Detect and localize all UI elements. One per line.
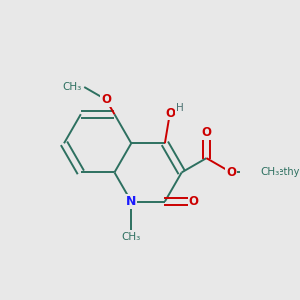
Text: methyl: methyl <box>268 167 300 177</box>
Text: H: H <box>176 103 183 113</box>
Text: O: O <box>165 106 175 119</box>
Text: O: O <box>226 166 236 179</box>
Text: CH₃: CH₃ <box>260 167 280 177</box>
Text: O: O <box>101 93 111 106</box>
Text: O: O <box>188 195 198 208</box>
Text: CH₃: CH₃ <box>122 232 141 242</box>
Text: N: N <box>126 195 136 208</box>
Text: CH₃: CH₃ <box>63 82 82 92</box>
Text: O: O <box>201 126 212 140</box>
